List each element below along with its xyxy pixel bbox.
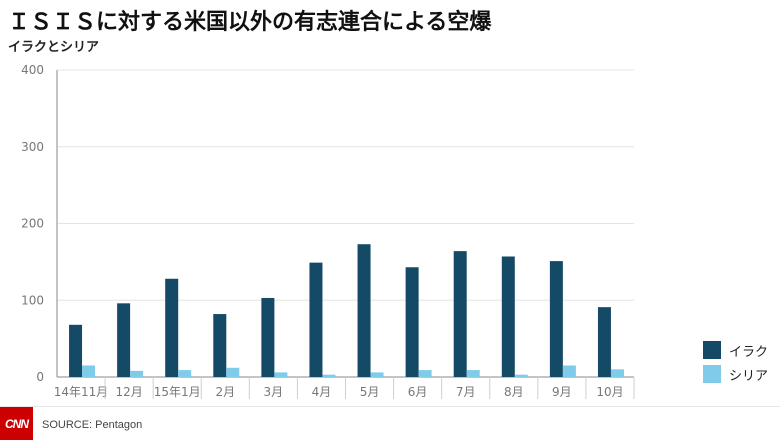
bar-iraq — [549, 261, 563, 377]
x-tick-label: 10月 — [596, 385, 623, 399]
bar-iraq — [261, 297, 275, 377]
bar-iraq — [501, 256, 515, 377]
bar-syria — [274, 372, 288, 377]
bar-iraq — [453, 251, 467, 377]
y-tick-label: 300 — [21, 140, 44, 154]
chart-subtitle: イラクとシリア — [8, 40, 100, 55]
legend-item-syria: シリア — [703, 362, 768, 386]
bar-syria — [418, 370, 432, 377]
x-tick-label: 6月 — [408, 385, 428, 399]
x-tick-label: 4月 — [312, 385, 332, 399]
y-tick-label: 0 — [36, 370, 44, 384]
y-tick-label: 400 — [21, 63, 44, 77]
legend: イラク シリア — [703, 338, 768, 386]
legend-label-syria: シリア — [729, 368, 769, 384]
legend-swatch-iraq — [703, 341, 721, 359]
x-tick-label: 7月 — [456, 385, 476, 399]
bar-syria — [178, 370, 192, 377]
legend-swatch-syria — [703, 365, 721, 383]
bar-iraq — [213, 314, 227, 377]
source-note: SOURCE: Pentagon — [42, 419, 143, 431]
legend-item-iraq: イラク — [703, 338, 768, 362]
bar-iraq — [309, 262, 323, 377]
bar-syria — [514, 374, 528, 377]
bar-iraq — [165, 278, 179, 377]
chart-title: ＩＳＩＳに対する米国以外の有志連合による空爆 — [8, 10, 492, 35]
x-tick-label: 14年11月 — [54, 385, 109, 399]
footer: CNN SOURCE: Pentagon — [0, 406, 780, 440]
y-tick-label: 100 — [21, 293, 44, 307]
bar-syria — [562, 365, 576, 377]
x-tick-label: 12月 — [115, 385, 142, 399]
bar-syria — [226, 367, 240, 377]
cnn-logo: CNN — [0, 407, 33, 440]
legend-label-iraq: イラク — [729, 344, 769, 360]
bar-iraq — [69, 324, 83, 377]
bar-iraq — [405, 267, 419, 377]
x-tick-label: 5月 — [360, 385, 380, 399]
bar-syria — [370, 372, 384, 377]
bar-syria — [130, 370, 144, 377]
y-tick-label: 200 — [21, 217, 44, 231]
x-tick-label: 15年1月 — [154, 385, 201, 399]
bar-chart: 0 100 200 300 400 14年11月 12月 15年1月 2月 3月 4月 5月 6月 7月 8… — [21, 63, 635, 399]
bar-syria — [466, 370, 480, 377]
x-tick-label: 3月 — [264, 385, 284, 399]
bar-iraq — [357, 244, 371, 377]
x-tick-label: 8月 — [504, 385, 524, 399]
x-tick-label: 9月 — [552, 385, 572, 399]
bar-iraq — [597, 307, 611, 377]
bar-iraq — [117, 303, 131, 377]
bar-syria — [322, 374, 336, 377]
bar-syria — [610, 369, 624, 377]
x-tick-label: 2月 — [215, 385, 235, 399]
bar-syria — [82, 365, 96, 377]
